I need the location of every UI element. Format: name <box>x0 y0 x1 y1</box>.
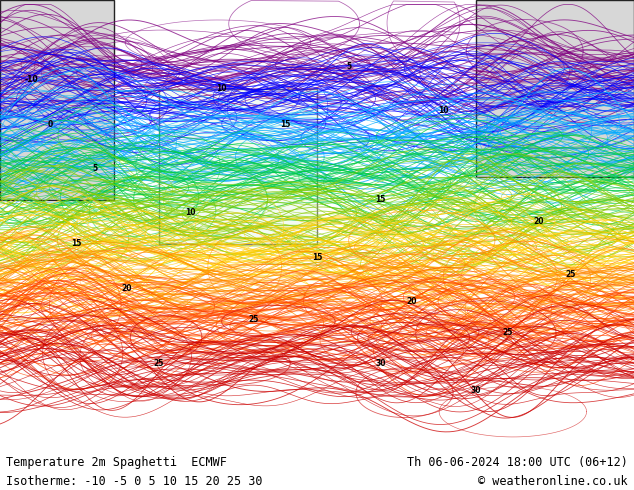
Text: 30: 30 <box>375 359 385 368</box>
Text: 10: 10 <box>439 106 449 115</box>
Text: 25: 25 <box>153 359 164 368</box>
Text: 25: 25 <box>502 328 512 337</box>
FancyBboxPatch shape <box>476 0 634 177</box>
Text: 20: 20 <box>122 284 132 293</box>
Text: 25: 25 <box>566 270 576 279</box>
Text: -10: -10 <box>25 75 39 84</box>
Text: 15: 15 <box>71 240 81 248</box>
Text: © weatheronline.co.uk: © weatheronline.co.uk <box>478 475 628 488</box>
FancyBboxPatch shape <box>158 89 317 244</box>
Text: Temperature 2m Spaghetti  ECMWF: Temperature 2m Spaghetti ECMWF <box>6 457 227 469</box>
Text: 10: 10 <box>217 84 227 93</box>
Text: Isotherme: -10 -5 0 5 10 15 20 25 30: Isotherme: -10 -5 0 5 10 15 20 25 30 <box>6 475 263 488</box>
Text: 10: 10 <box>185 208 195 218</box>
Text: 30: 30 <box>470 386 481 395</box>
Text: 5: 5 <box>346 62 351 71</box>
Text: 15: 15 <box>375 195 385 204</box>
Text: Th 06-06-2024 18:00 UTC (06+12): Th 06-06-2024 18:00 UTC (06+12) <box>407 457 628 469</box>
Text: 20: 20 <box>407 297 417 306</box>
Text: 5: 5 <box>93 164 98 173</box>
Text: 0: 0 <box>48 120 53 129</box>
FancyBboxPatch shape <box>0 0 114 199</box>
Text: 15: 15 <box>280 120 290 129</box>
Text: 25: 25 <box>249 315 259 324</box>
Text: 15: 15 <box>312 253 322 262</box>
Text: 20: 20 <box>534 217 544 226</box>
